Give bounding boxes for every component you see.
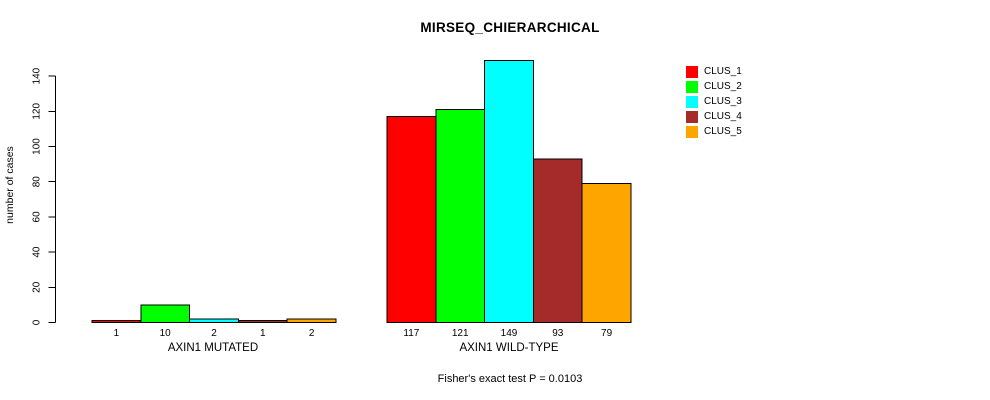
- legend-item-clus_5: CLUS_5: [686, 124, 742, 139]
- bar-clus_5: [286, 318, 337, 324]
- bar-value-label: 79: [601, 328, 613, 339]
- bar-value-label: 10: [160, 328, 172, 339]
- legend-swatch-icon: [686, 125, 698, 138]
- legend-label: CLUS_4: [704, 111, 742, 122]
- legend-item-clus_2: CLUS_2: [686, 79, 742, 94]
- bar-clus_1: [91, 320, 142, 323]
- bar-value-label: 149: [501, 328, 518, 339]
- legend-swatch-icon: [686, 65, 698, 78]
- y-axis-tick-label: 0: [32, 319, 43, 325]
- legend-label: CLUS_3: [704, 96, 742, 107]
- bar-clus_2: [140, 304, 191, 323]
- legend-label: CLUS_5: [704, 126, 742, 137]
- x-group-label-axin1-wild-type: AXIN1 WILD-TYPE: [459, 342, 559, 354]
- bar-clus_4: [237, 320, 288, 323]
- y-axis-tick-label: 40: [32, 246, 43, 258]
- legend-swatch-icon: [686, 95, 698, 108]
- bar-value-label: 121: [452, 328, 469, 339]
- bar-value-label: 117: [403, 328, 419, 339]
- bar-value-label: 2: [211, 328, 217, 339]
- bar-value-label: 1: [114, 328, 120, 339]
- y-axis-tick-label: 20: [32, 281, 43, 293]
- bar-clus_1: [386, 116, 437, 323]
- bar-value-label: 1: [260, 328, 266, 339]
- x-group-label-axin1-mutated: AXIN1 MUTATED: [167, 342, 259, 354]
- legend-item-clus_1: CLUS_1: [686, 64, 742, 79]
- fisher-test-annotation: Fisher's exact test P = 0.0103: [437, 373, 583, 385]
- legend: CLUS_1 CLUS_2 CLUS_3 CLUS_4 CLUS_5: [686, 64, 742, 139]
- bar-clus_3: [484, 59, 534, 323]
- y-axis-tick-label: 140: [32, 67, 43, 84]
- bar-clus_3: [189, 318, 239, 324]
- legend-item-clus_4: CLUS_4: [686, 109, 742, 124]
- legend-swatch-icon: [686, 110, 698, 123]
- y-axis-tick-label: 120: [32, 103, 43, 120]
- legend-label: CLUS_1: [704, 66, 742, 77]
- legend-label: CLUS_2: [704, 81, 742, 92]
- y-axis-tick-label: 60: [32, 211, 43, 223]
- y-axis-tick-label: 100: [32, 138, 43, 155]
- bar-value-label: 2: [309, 328, 315, 339]
- bar-clus_2: [435, 109, 486, 324]
- legend-swatch-icon: [686, 80, 698, 93]
- legend-item-clus_3: CLUS_3: [686, 94, 742, 109]
- y-axis-tick-label: 80: [32, 176, 43, 188]
- bar-value-label: 93: [552, 328, 564, 339]
- y-axis-label: number of cases: [4, 146, 16, 224]
- bar-clus_5: [581, 182, 632, 323]
- bar-clus_4: [532, 158, 583, 323]
- chart-title: MIRSEQ_CHIERARCHICAL: [420, 20, 600, 35]
